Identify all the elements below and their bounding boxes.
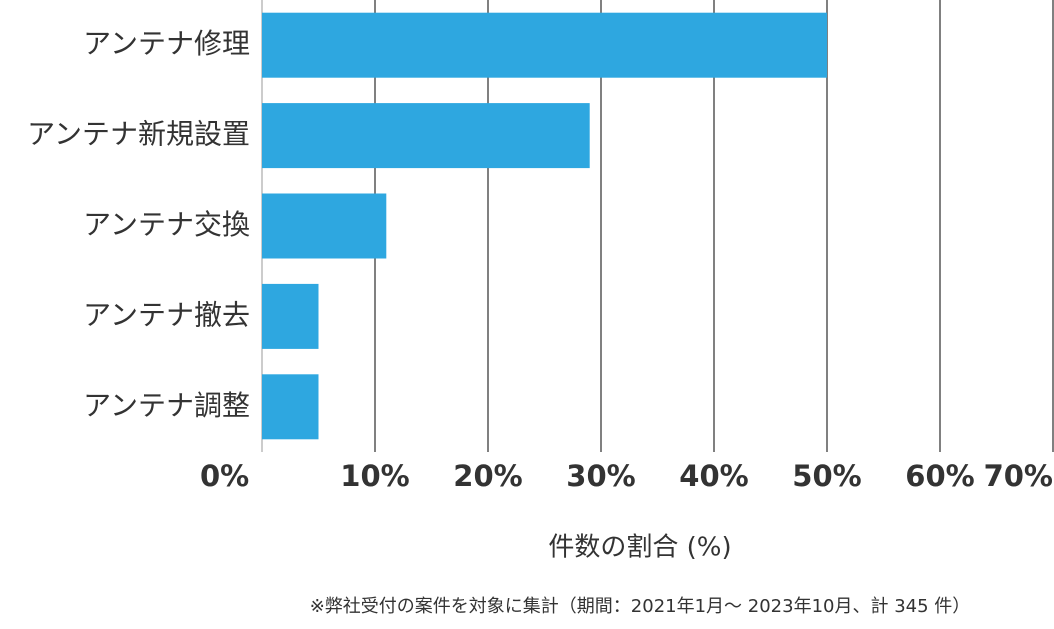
x-tick-label: 60%	[905, 459, 974, 493]
x-axis-title: 件数の割合 (%)	[548, 533, 731, 563]
x-tick-label: 10%	[340, 459, 409, 493]
bar	[262, 103, 590, 169]
y-tick-label: アンテナ撤去	[83, 298, 250, 331]
x-tick-label: 30%	[566, 459, 635, 493]
bar	[262, 374, 319, 440]
x-tick-label: 0%	[200, 459, 249, 493]
bar	[262, 283, 319, 349]
y-tick-label: アンテナ新規設置	[27, 118, 250, 151]
bar	[262, 193, 387, 259]
x-tick-label: 50%	[792, 459, 861, 493]
y-tick-label: アンテナ修理	[83, 27, 250, 60]
x-tick-label: 40%	[679, 459, 748, 493]
x-tick-label: 70%	[984, 459, 1053, 493]
y-tick-label: アンテナ交換	[83, 208, 250, 241]
footnote: ※弊社受付の案件を対象に集計（期間：2021年1月～ 2023年10月、計 34…	[310, 596, 971, 617]
x-tick-label: 20%	[453, 459, 522, 493]
bar	[262, 12, 827, 78]
y-tick-label: アンテナ調整	[83, 389, 250, 422]
